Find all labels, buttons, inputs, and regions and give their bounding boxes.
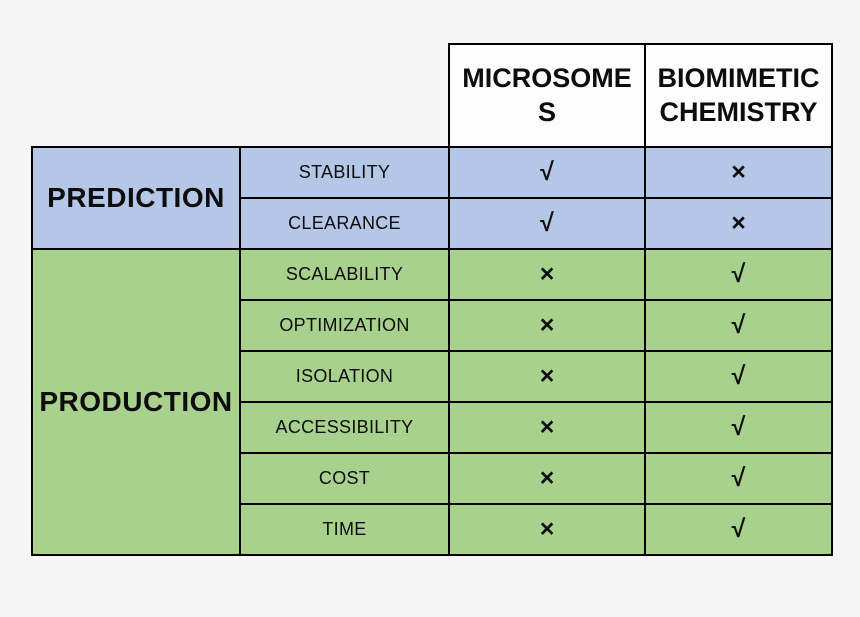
row-label-scalability: SCALABILITY xyxy=(239,248,450,301)
column-header-biomimetic-chemistry: BIOMIMETIC CHEMISTRY xyxy=(644,43,833,148)
mark-cost-microsomes: × xyxy=(448,452,646,505)
mark-isolation-microsomes: × xyxy=(448,350,646,403)
mark-optimization-microsomes: × xyxy=(448,299,646,352)
header-spacer xyxy=(32,44,449,147)
mark-stability-biomimetic: × xyxy=(644,146,833,199)
table-row-accessibility: ACCESSIBILITY × √ xyxy=(32,401,833,454)
mark-time-biomimetic: √ xyxy=(644,503,833,556)
table-row-cost: COST × √ xyxy=(32,452,833,505)
comparison-table: MICROSOMES BIOMIMETIC CHEMISTRY PREDICTI… xyxy=(31,43,833,556)
table-row-stability: PREDICTION STABILITY √ × xyxy=(31,146,833,250)
mark-isolation-biomimetic: √ xyxy=(644,350,833,403)
row-label-isolation: ISOLATION xyxy=(239,350,450,403)
row-label-cost: COST xyxy=(239,452,450,505)
table-row-clearance: CLEARANCE √ × xyxy=(32,197,833,250)
row-label-time: TIME xyxy=(239,503,450,556)
mark-accessibility-microsomes: × xyxy=(448,401,646,454)
row-label-clearance: CLEARANCE xyxy=(239,197,450,250)
section-header-production: PRODUCTION xyxy=(31,248,241,556)
mark-scalability-biomimetic: √ xyxy=(644,248,833,301)
table-row-optimization: OPTIMIZATION × √ xyxy=(32,299,833,352)
mark-optimization-biomimetic: √ xyxy=(644,299,833,352)
mark-accessibility-biomimetic: √ xyxy=(644,401,833,454)
mark-clearance-microsomes: √ xyxy=(448,197,646,250)
mark-clearance-biomimetic: × xyxy=(644,197,833,250)
mark-time-microsomes: × xyxy=(448,503,646,556)
table-row-time: TIME × √ xyxy=(32,503,833,556)
column-header-microsomes: MICROSOMES xyxy=(448,43,646,148)
table-row-scalability: PRODUCTION SCALABILITY × √ xyxy=(31,248,833,556)
row-label-accessibility: ACCESSIBILITY xyxy=(239,401,450,454)
mark-stability-microsomes: √ xyxy=(448,146,646,199)
section-header-prediction: PREDICTION xyxy=(31,146,241,250)
header-row: MICROSOMES BIOMIMETIC CHEMISTRY xyxy=(32,43,833,148)
row-label-optimization: OPTIMIZATION xyxy=(239,299,450,352)
mark-scalability-microsomes: × xyxy=(448,248,646,301)
mark-cost-biomimetic: √ xyxy=(644,452,833,505)
row-label-stability: STABILITY xyxy=(239,146,450,199)
table-row-isolation: ISOLATION × √ xyxy=(32,350,833,403)
